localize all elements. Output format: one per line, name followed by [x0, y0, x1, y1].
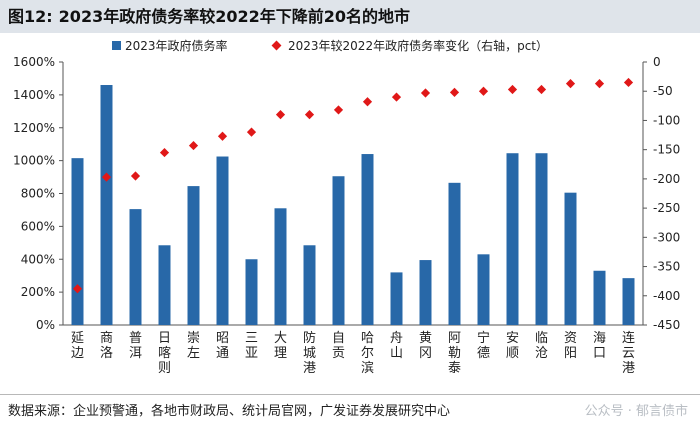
right-tick-label: -250 — [653, 201, 680, 215]
change-point — [623, 77, 634, 88]
change-point — [594, 79, 605, 89]
right-tick-label: -100 — [653, 113, 680, 127]
debt-ratio-bar — [390, 272, 403, 325]
left-tick-label: 1000% — [13, 154, 55, 168]
legend-bar-label: 2023年政府债务率 — [125, 38, 228, 53]
category-label: 崇左 — [187, 331, 200, 361]
right-tick-label: -200 — [653, 172, 680, 186]
debt-ratio-bar — [448, 182, 461, 325]
category-label: 资阳 — [564, 331, 577, 361]
change-point — [391, 92, 402, 102]
left-tick-label: 1600% — [13, 55, 55, 69]
right-tick-label: 0 — [653, 55, 661, 69]
debt-ratio-bar — [419, 260, 432, 325]
change-point — [449, 87, 460, 97]
debt-ratio-bar — [332, 176, 345, 325]
category-label: 大理 — [274, 331, 287, 361]
category-label: 阿勒泰 — [448, 331, 461, 376]
right-axis: 0 -50 -100 -150 -200 -250 -300 -350 -400 -450 — [642, 55, 680, 332]
bar-series — [71, 85, 635, 325]
change-point — [275, 110, 286, 120]
category-label: 黄冈 — [419, 331, 432, 361]
legend-diamond-swatch — [271, 40, 282, 51]
change-point — [478, 86, 489, 96]
debt-ratio-bar — [506, 153, 519, 325]
left-tick-label: 400% — [21, 252, 55, 266]
category-label: 昭通 — [216, 331, 229, 361]
change-point — [333, 105, 344, 115]
change-point — [217, 131, 228, 141]
debt-ratio-bar — [158, 245, 171, 325]
legend-bar-swatch — [112, 41, 121, 50]
category-label: 安顺 — [506, 331, 519, 361]
category-label: 商洛 — [100, 331, 113, 361]
right-tick-label: -50 — [653, 84, 673, 98]
left-tick-label: 600% — [21, 219, 55, 233]
category-label: 自贡 — [332, 331, 345, 361]
figure-number: 图12: — [8, 7, 53, 26]
category-label: 宁德 — [477, 330, 490, 361]
debt-ratio-bar — [71, 158, 84, 325]
left-tick-label: 1200% — [13, 121, 55, 135]
debt-ratio-bar — [187, 186, 200, 325]
debt-ratio-bar — [129, 209, 142, 325]
figure-title: 图12: 2023年政府债务率较2022年下降前20名的地市 — [0, 0, 700, 33]
watermark: 公众号 · 郁言债市 — [584, 404, 688, 419]
debt-ratio-bar — [593, 270, 606, 325]
change-point — [159, 147, 170, 158]
change-series — [72, 77, 634, 294]
change-point — [565, 79, 576, 89]
left-tick-label: 1400% — [13, 88, 55, 102]
right-tick-label: -300 — [653, 230, 680, 244]
change-point — [130, 171, 141, 181]
category-label: 日喀则 — [158, 331, 171, 376]
chart-legend: 2023年政府债务率 2023年较2022年政府债务率变化（右轴，pct） — [112, 38, 548, 53]
debt-ratio-bar — [100, 85, 113, 325]
debt-ratio-bar — [245, 259, 258, 325]
right-tick-label: -450 — [653, 318, 680, 332]
change-point — [101, 172, 112, 182]
chart-area: 2023年政府债务率 2023年较2022年政府债务率变化（右轴，pct） 0%… — [13, 38, 680, 376]
debt-ratio-bar — [477, 254, 490, 325]
left-axis: 0% 200% 400% 600% 800% 1000% 1200% 1400% 1600% — [13, 55, 643, 332]
figure-title-text: 2023年政府债务率较2022年下降前20名的地市 — [58, 7, 411, 26]
debt-ratio-bar — [216, 156, 229, 325]
debt-ratio-bar — [622, 278, 635, 325]
category-label: 防城港 — [303, 330, 316, 376]
left-tick-label: 800% — [21, 187, 55, 201]
right-tick-label: -400 — [653, 289, 680, 303]
debt-ratio-bar — [361, 154, 374, 325]
debt-ratio-bar — [274, 208, 287, 325]
debt-ratio-bar — [564, 192, 577, 325]
legend-diamond-label: 2023年较2022年政府债务率变化（右轴，pct） — [288, 38, 548, 53]
right-tick-label: -350 — [653, 260, 680, 274]
debt-ratio-bar — [535, 153, 548, 325]
change-point — [536, 84, 547, 95]
category-label: 临沧 — [535, 331, 548, 361]
change-point — [246, 127, 257, 137]
category-label: 普洱 — [129, 331, 142, 361]
footer: 数据来源：企业预警通，各地市财政局、统计局官网，广发证券发展研究中心 公众号 ·… — [0, 394, 700, 440]
change-point — [362, 97, 373, 107]
change-point — [420, 88, 431, 98]
change-point — [188, 140, 199, 151]
category-label: 舟山 — [390, 331, 403, 361]
left-tick-label: 200% — [21, 285, 55, 299]
right-tick-label: -150 — [653, 143, 680, 157]
data-source: 数据来源：企业预警通，各地市财政局、统计局官网，广发证券发展研究中心 — [8, 404, 451, 419]
change-point — [304, 110, 315, 120]
change-point — [507, 84, 518, 95]
category-label: 延边 — [71, 331, 84, 361]
category-label: 哈尔滨 — [361, 331, 374, 376]
category-label: 连云港 — [622, 330, 635, 376]
left-tick-label: 0% — [36, 318, 55, 332]
debt-ratio-bar — [303, 245, 316, 325]
category-label: 三亚 — [245, 331, 258, 361]
category-label: 海口 — [593, 331, 606, 361]
